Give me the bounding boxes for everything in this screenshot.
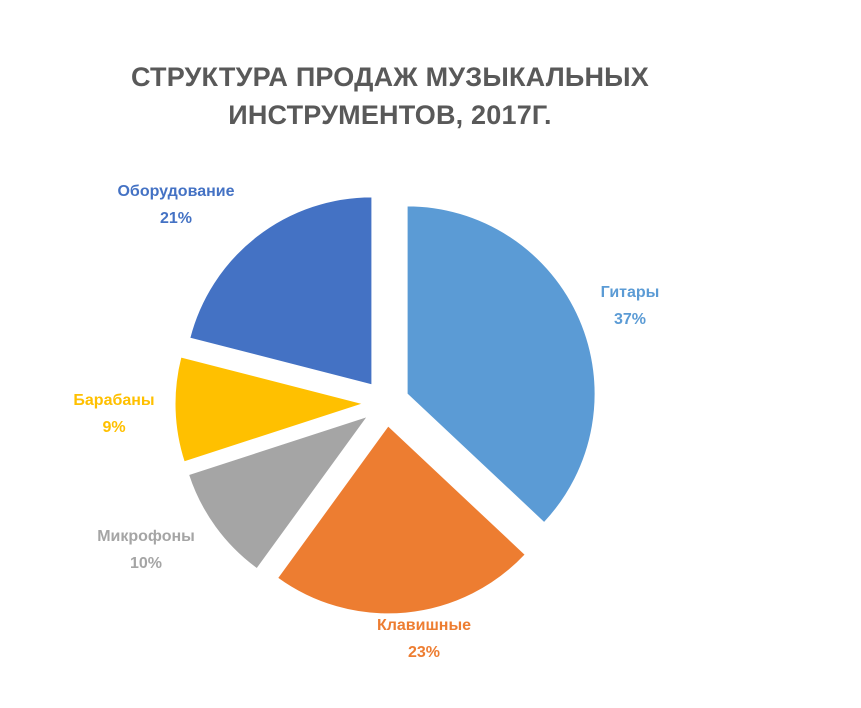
pie-labels: Гитары 37% Клавишные 23% Микрофоны 10% Барабан… [73, 183, 659, 661]
chart-title-line-2: ИНСТРУМЕНТОВ, 2017Г. [228, 100, 552, 130]
pie-slice-1 [406, 205, 596, 524]
chart-title: СТРУКТУРА ПРОДАЖ МУЗЫКАЛЬНЫХ ИНСТРУМЕНТО… [0, 58, 780, 134]
chart-title-line-1: СТРУКТУРА ПРОДАЖ МУЗЫКАЛЬНЫХ [130, 62, 650, 92]
slice-label-name-2: Клавишные [377, 617, 471, 634]
pie-slice-3 [187, 415, 369, 570]
slice-label-value-5: 21% [160, 210, 192, 227]
slice-label-value-1: 37% [614, 311, 646, 328]
slice-label-value-2: 23% [408, 644, 440, 661]
slice-label-value-4: 9% [102, 419, 125, 436]
pie-slices [174, 196, 596, 615]
slice-label-value-3: 10% [130, 555, 162, 572]
slice-label-name-4: Барабаны [73, 392, 154, 409]
slice-label-name-5: Оборудование [117, 183, 234, 200]
pie-slice-5 [189, 196, 373, 386]
pie-slice-4 [174, 356, 365, 463]
slice-label-name-3: Микрофоны [97, 528, 195, 545]
slice-label-name-1: Гитары [601, 284, 660, 301]
pie-slice-2 [276, 425, 526, 615]
